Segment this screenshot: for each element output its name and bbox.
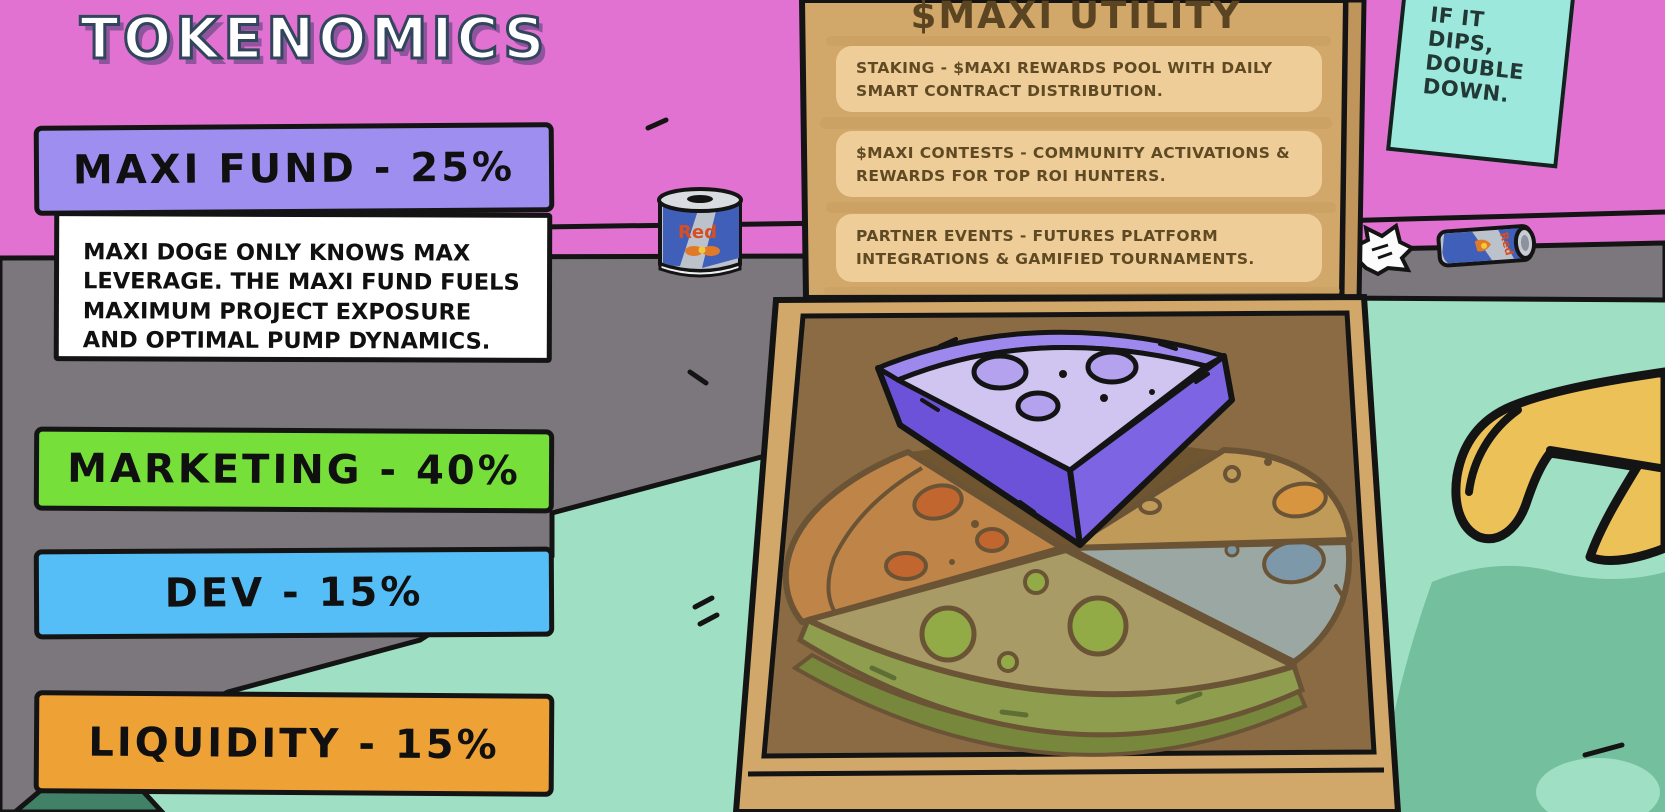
sticky-note-text: IF IT DIPS, DOUBLE DOWN. [1421, 2, 1526, 108]
slice-orange [782, 449, 1065, 625]
green-toppings [919, 569, 1129, 673]
slice-orange-crust-line [826, 466, 924, 616]
scribble-dashes [645, 117, 1625, 758]
purple-slice-dashes [920, 337, 1210, 514]
utility-card-partner-events: PARTNER EVENTS - FUTURES PLATFORM INTEGR… [836, 214, 1322, 282]
utility-card-contests: $MAXI CONTESTS - COMMUNITY ACTIVATIONS &… [836, 131, 1322, 197]
allocation-label: LIQUIDITY - 15% [88, 719, 500, 768]
utility-card-text: $MAXI CONTESTS - COMMUNITY ACTIVATIONS &… [856, 144, 1291, 186]
allocation-banner-dev: DEV - 15% [33, 546, 555, 640]
page-title: TOKENOMICS [79, 5, 549, 74]
shadow-highlight [1536, 758, 1660, 812]
utility-card-text: PARTNER EVENTS - FUTURES PLATFORM INTEGR… [856, 227, 1255, 269]
allocation-label: MARKETING - 40% [67, 445, 521, 495]
doge-hand [1451, 367, 1665, 565]
utility-card-staking: STAKING - $MAXI REWARDS POOL WITH DAILY … [836, 46, 1322, 112]
maxi-fund-description: MAXI DOGE ONLY KNOWS MAX LEVERAGE. THE M… [53, 211, 553, 363]
wall-trim-line [1334, 209, 1665, 224]
lifted-purple-slice [875, 329, 1235, 548]
allocation-banner-marketing: MARKETING - 40% [33, 426, 555, 514]
purple-toppings [971, 349, 1155, 422]
paper-crease [1371, 243, 1393, 260]
allocation-banner-maxi-fund: MAXI FUND - 25% [33, 122, 555, 216]
allocation-label: MAXI FUND - 25% [72, 144, 516, 194]
slice-olive [805, 547, 1297, 698]
pepperoni-toppings [884, 483, 1009, 581]
red-bull-can-standing: Red [657, 187, 743, 278]
can-brand-text: Red [1497, 231, 1516, 257]
tan-toppings [1138, 458, 1328, 519]
utility-card-text: STAKING - $MAXI REWARDS POOL WITH DAILY … [856, 59, 1273, 101]
description-text: MAXI DOGE ONLY KNOWS MAX LEVERAGE. THE M… [82, 239, 520, 355]
can-brand-text: Red [678, 222, 717, 243]
allocation-label: DEV - 15% [164, 569, 424, 617]
lid-outer-edge [1339, 0, 1367, 306]
slice-tan [1065, 447, 1353, 551]
lid-cardboard-streaks [820, 36, 1340, 295]
sticky-note: IF IT DIPS, DOUBLE DOWN. [1386, 0, 1578, 169]
knuckle-line [1546, 446, 1664, 472]
tray-front-fold [747, 767, 1385, 777]
crumpled-paper [1349, 222, 1416, 277]
red-bull-can-lying: Red [1436, 224, 1537, 268]
allocation-banner-liquidity: LIQUIDITY - 15% [33, 690, 555, 797]
finger-crease [1465, 406, 1522, 496]
utility-title: $MAXI UTILITY [910, 0, 1242, 37]
